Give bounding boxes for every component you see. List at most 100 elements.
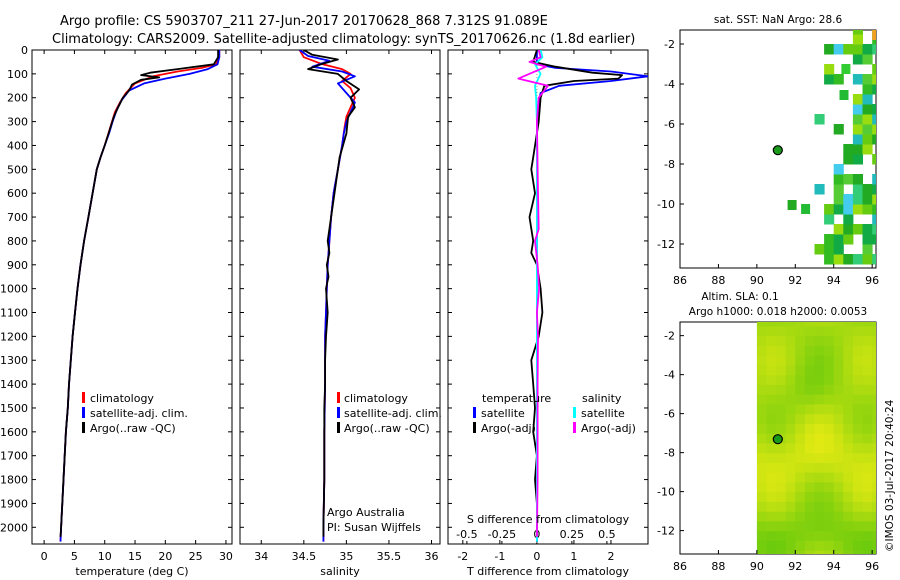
sla-cell xyxy=(852,345,864,356)
sla-cell xyxy=(824,481,835,493)
sst-cell xyxy=(872,124,876,135)
sla-cell xyxy=(814,491,825,502)
sla-cell xyxy=(776,325,787,337)
sla-cell xyxy=(862,355,873,366)
sst-cell xyxy=(833,254,844,265)
sla-cell xyxy=(824,550,835,554)
sla-cell xyxy=(843,491,854,502)
sla-cell xyxy=(843,530,854,541)
sst-cell xyxy=(852,94,863,105)
x-tick-label: 35.5 xyxy=(377,550,402,563)
sla-cell xyxy=(795,374,806,385)
legend-swatch-satellite xyxy=(337,407,340,418)
sla-cell xyxy=(776,550,787,554)
sla-cell xyxy=(824,530,835,541)
sst-cell xyxy=(862,134,873,145)
sla-cell xyxy=(843,403,854,415)
sla-cell xyxy=(766,462,777,473)
sla-cell xyxy=(785,442,796,454)
sla-cell xyxy=(785,423,796,434)
sla-cell xyxy=(776,394,787,405)
sst-cell xyxy=(872,154,876,165)
depth-tick-label: 400 xyxy=(7,139,28,152)
sla-cell xyxy=(852,394,864,405)
sla-cell xyxy=(766,423,777,434)
sla-cell xyxy=(795,481,806,493)
temperature-axes xyxy=(31,49,233,545)
sla-cell xyxy=(833,472,844,483)
sst-cell xyxy=(787,200,797,210)
sla-cell xyxy=(872,394,876,405)
series-line-argo-raw-qc- xyxy=(59,50,220,537)
sst-cell xyxy=(862,224,873,235)
sla-cell xyxy=(766,335,777,346)
sla-cell xyxy=(843,511,854,522)
sst-cell xyxy=(824,234,835,245)
sla-cell xyxy=(785,345,796,356)
sla-cell xyxy=(862,462,873,473)
sla-cell xyxy=(852,520,864,532)
lat-tick-label: -4 xyxy=(664,78,675,91)
sst-cell xyxy=(872,84,876,95)
sst-cell xyxy=(843,214,854,225)
sla-cell xyxy=(872,423,876,434)
sla-cell xyxy=(756,520,768,532)
sla-cell xyxy=(776,462,787,473)
sla-cell xyxy=(776,530,787,541)
sst-map: sat. SST: NaN Argo: 28.6 86 88 90 92 94 96 -2 -… xyxy=(657,14,879,287)
x-tick-label: 34.5 xyxy=(292,550,317,563)
depth-tick-label: 1200 xyxy=(0,330,28,343)
sla-cell xyxy=(862,520,873,532)
sst-cell xyxy=(852,154,863,165)
lat-tick-label: -6 xyxy=(664,118,675,131)
sla-cell xyxy=(852,481,864,493)
x-tick-label: 0 xyxy=(533,550,540,563)
sla-cell xyxy=(833,322,844,327)
sla-cell xyxy=(756,355,768,366)
sst-cell xyxy=(814,184,825,195)
sst-cell xyxy=(872,234,876,245)
depth-tick-label: 2000 xyxy=(0,521,28,534)
sla-cell xyxy=(824,472,835,483)
sst-cell xyxy=(862,44,873,55)
sla-cell xyxy=(824,364,835,376)
x-tick-label: -1 xyxy=(494,550,505,563)
sla-cell xyxy=(824,491,835,502)
sst-cell xyxy=(824,64,835,75)
sla-cell xyxy=(843,322,854,327)
sla-cell xyxy=(756,423,768,434)
sla-cell xyxy=(776,481,787,493)
sla-cell xyxy=(852,433,864,444)
sst-cell xyxy=(843,194,854,205)
sla-cell xyxy=(824,384,835,395)
lon-tick-label: 96 xyxy=(865,274,879,287)
lat-tick-label: -8 xyxy=(664,447,675,460)
difference-panel: -2 -1 0 1 2-0.5 -0.25 0 0.25 0.5 S difference fr… xyxy=(447,49,649,578)
legend-title-temperature: temperature xyxy=(482,392,551,405)
sst-cell xyxy=(833,204,844,215)
sla-cell xyxy=(756,462,768,473)
sla-cell xyxy=(766,394,777,405)
sla-cell xyxy=(804,433,816,444)
sla-cell xyxy=(824,501,835,512)
sla-cell xyxy=(814,501,825,512)
lat-tick-label: -4 xyxy=(664,369,675,382)
sla-cell xyxy=(785,394,796,405)
sla-cell xyxy=(756,325,768,337)
sla-cell xyxy=(766,325,777,337)
argo-australia-label: Argo Australia xyxy=(327,506,405,519)
sla-cell xyxy=(862,325,873,337)
sla-cell xyxy=(843,355,854,366)
sst-cell xyxy=(833,244,844,255)
depth-tick-label: 1600 xyxy=(0,426,28,439)
sst-cell xyxy=(862,204,873,215)
sla-cell xyxy=(756,442,768,454)
sla-cell xyxy=(833,325,844,337)
sla-cell xyxy=(785,433,796,444)
sst-cell xyxy=(862,184,873,195)
sla-cell xyxy=(776,423,787,434)
sla-cell xyxy=(843,394,854,405)
depth-tick-label: 200 xyxy=(7,92,28,105)
sla-cell xyxy=(814,472,825,483)
sst-cell xyxy=(872,254,876,265)
